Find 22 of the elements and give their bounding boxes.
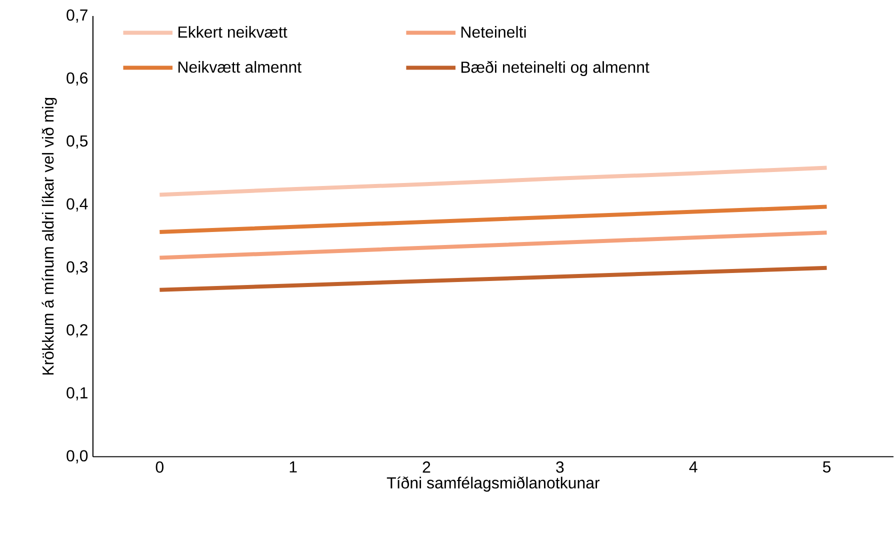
y-axis-title: Krökkum á mínum aldri líkar vel við mig bbox=[42, 98, 57, 375]
y-tick-label: 0,5 bbox=[66, 135, 88, 149]
y-tick-label: 0,6 bbox=[66, 72, 88, 86]
y-tick-label: 0,4 bbox=[66, 198, 88, 212]
legend-label: Neikvætt almennt bbox=[178, 61, 302, 73]
legend-label: Neteinelti bbox=[461, 26, 526, 38]
legend-label: Bæði neteinelti og almennt bbox=[461, 61, 650, 76]
x-tick-label: 2 bbox=[422, 462, 430, 473]
line-series bbox=[158, 166, 829, 197]
legend-label: Ekkert neikvætt bbox=[178, 26, 288, 38]
x-tick-label: 3 bbox=[556, 462, 564, 473]
x-tick-label: 0 bbox=[156, 462, 164, 473]
x-tick-label: 5 bbox=[822, 462, 831, 473]
x-tick-label: 1 bbox=[290, 462, 297, 473]
x-tick-label: 4 bbox=[689, 462, 698, 473]
y-tick-label: 0,1 bbox=[66, 387, 88, 401]
y-tick-label: 0,3 bbox=[66, 261, 88, 275]
y-tick-label: 0,2 bbox=[66, 324, 88, 338]
y-tick-label: 0,0 bbox=[66, 450, 88, 464]
y-tick-label: 0,7 bbox=[66, 10, 88, 23]
x-axis-title: Tíðni samfélagsmiðlanotkunar bbox=[386, 476, 600, 492]
line-series bbox=[158, 266, 829, 292]
